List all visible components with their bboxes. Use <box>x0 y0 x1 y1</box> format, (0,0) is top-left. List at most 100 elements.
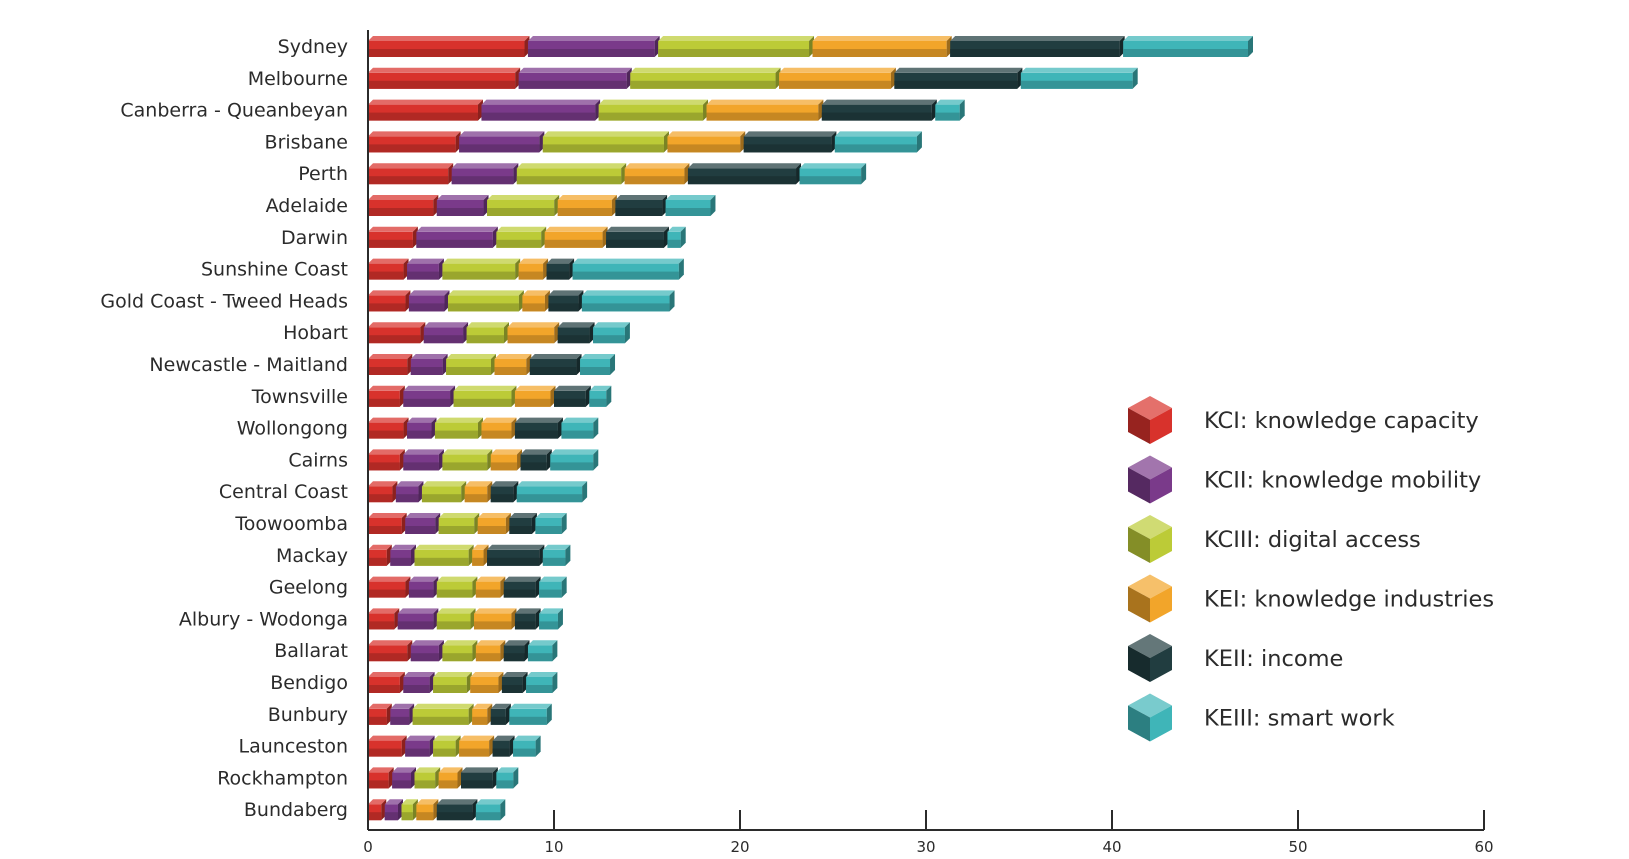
bar-row <box>368 131 922 153</box>
bar-segment <box>542 131 669 153</box>
bar-segment <box>414 544 474 566</box>
bar-segment <box>687 163 802 185</box>
category-label: Cairns <box>288 449 348 471</box>
bar-segment <box>464 481 493 503</box>
bar-segment <box>706 99 824 121</box>
bar-segment <box>667 131 746 153</box>
bar-segment <box>410 640 444 662</box>
bar-row <box>368 513 567 534</box>
x-tick-label: 30 <box>916 838 935 856</box>
category-label: Central Coast <box>219 481 348 503</box>
bar-segment <box>557 322 595 344</box>
bar-segment <box>593 322 630 344</box>
bar-segment <box>368 322 426 344</box>
bar-segment <box>520 449 552 471</box>
bar-segment <box>407 417 437 439</box>
bar-segment <box>1123 36 1253 57</box>
bar-segment <box>518 67 632 89</box>
x-tick-label: 60 <box>1474 838 1493 856</box>
bar-segment <box>624 163 690 185</box>
bar-segment <box>405 513 441 534</box>
bar-segment <box>535 513 567 534</box>
legend-cube-icon <box>1128 515 1172 563</box>
legend-cube-icon <box>1128 693 1172 742</box>
bar-segment <box>434 417 483 439</box>
bar-segment <box>368 36 530 57</box>
bar-row <box>368 99 965 121</box>
category-label: Sunshine Coast <box>201 259 348 281</box>
bar-segment <box>368 354 413 375</box>
bar-segment <box>492 735 515 757</box>
bar-segment <box>501 672 528 693</box>
bar-segment <box>442 449 493 471</box>
bar-segment <box>412 703 474 725</box>
bar-segment <box>475 576 506 598</box>
bar-segment <box>451 163 519 185</box>
bar-segment <box>481 417 517 439</box>
legend-cube-icon <box>1128 574 1172 623</box>
bar-segment <box>368 99 483 121</box>
bar-segment <box>580 354 616 375</box>
bar-segment <box>606 226 669 248</box>
category-label: Adelaide <box>266 195 348 217</box>
bar-segment <box>368 258 409 280</box>
x-axis: 0 10 20 30 40 50 60 <box>363 30 1494 856</box>
bar-segment <box>490 481 519 503</box>
category-label: Rockhampton <box>217 767 348 789</box>
bar-row <box>368 544 571 566</box>
bar-row <box>368 290 675 312</box>
bar-segment <box>490 449 523 471</box>
bar-segment <box>368 163 454 185</box>
bar-segment <box>436 195 489 216</box>
bar-segment <box>368 608 400 630</box>
bar-segment <box>395 481 424 503</box>
bar-segment <box>368 735 407 757</box>
bar-segment <box>453 385 517 407</box>
bar-segment <box>403 449 444 471</box>
legend-label: KCIII: digital access <box>1204 527 1421 553</box>
bar-segment <box>436 576 478 598</box>
bar-row <box>368 672 558 693</box>
bar-row <box>368 354 616 375</box>
category-label: Perth <box>298 163 348 185</box>
legend-label: KEII: income <box>1204 646 1343 672</box>
bar-segment <box>408 290 450 312</box>
category-label: Bunbury <box>268 704 348 726</box>
bar-segment <box>743 131 837 153</box>
bar-row <box>368 36 1253 57</box>
bar-segment <box>423 322 469 344</box>
category-label: Albury - Wodonga <box>179 608 348 630</box>
bar-segment <box>514 608 541 630</box>
bar-segment <box>407 258 444 280</box>
legend-item: KCII: knowledge mobility <box>1128 455 1481 504</box>
legend-cube-icon <box>1128 396 1172 444</box>
bar-segment <box>461 767 498 789</box>
bar-segment <box>403 385 456 407</box>
bar-row <box>368 767 519 789</box>
bar-segment <box>496 226 547 248</box>
bar-segment <box>481 99 601 121</box>
bar-segment <box>894 67 1023 89</box>
bar-segment <box>557 195 617 216</box>
bar-segment <box>392 767 416 789</box>
category-label: Hobart <box>283 322 348 344</box>
bar-segment <box>401 799 418 821</box>
bar-segment <box>834 131 922 153</box>
bar-segment <box>368 290 411 312</box>
bar-segment <box>442 258 521 280</box>
bar-segment <box>615 195 668 216</box>
bar-segment <box>487 195 560 216</box>
bar-segment <box>397 608 439 630</box>
bar-row <box>368 195 716 216</box>
bar-segment <box>368 544 392 566</box>
bar-row <box>368 735 541 757</box>
bar-segment <box>526 672 558 693</box>
bar-segment <box>438 767 463 789</box>
bar-segment <box>472 544 489 566</box>
bar-segment <box>518 258 549 280</box>
category-label: Geelong <box>269 577 348 599</box>
category-label: Darwin <box>281 227 348 249</box>
bar-row <box>368 449 599 471</box>
legend-label: KEI: knowledge industries <box>1204 587 1494 613</box>
